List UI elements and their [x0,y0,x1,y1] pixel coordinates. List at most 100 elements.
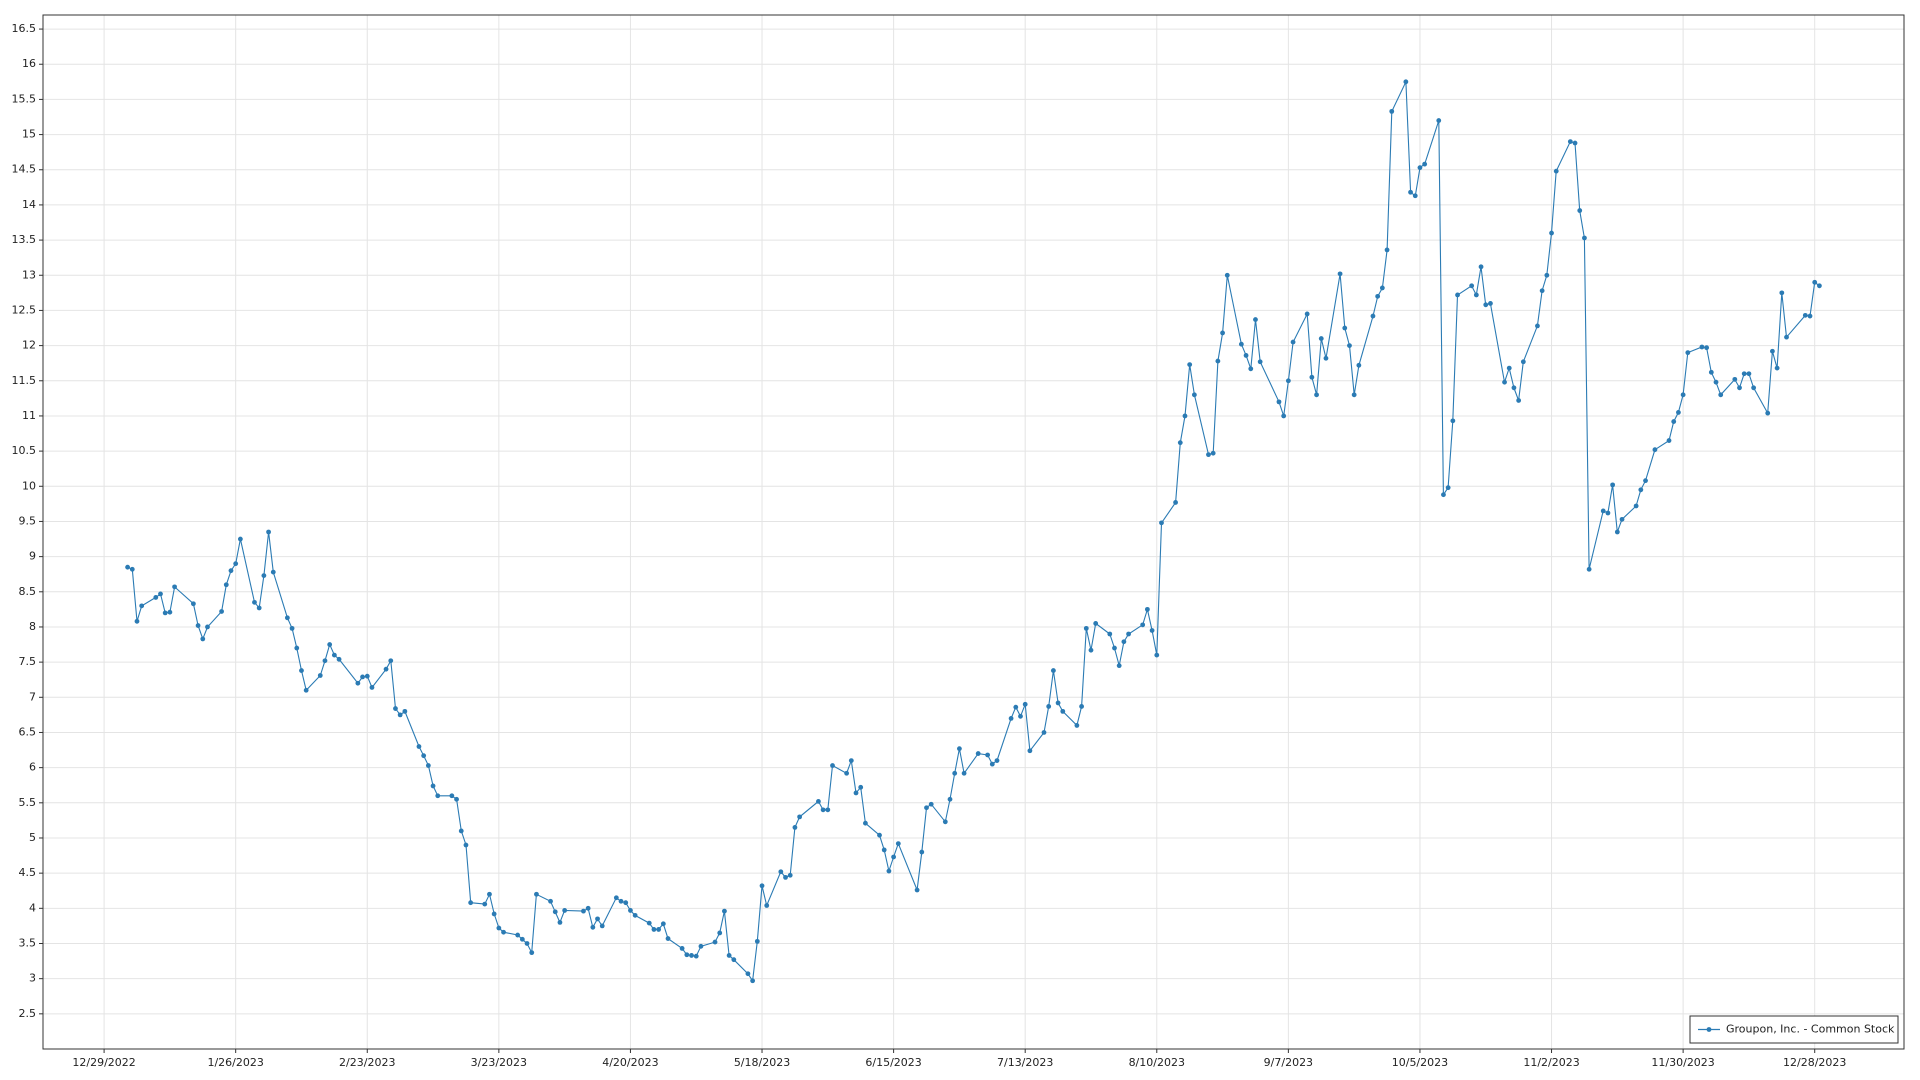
y-tick-label: 3 [29,972,36,985]
data-point [397,712,403,718]
data-point [1553,168,1559,174]
data-point [303,687,309,693]
data-point [1126,631,1131,637]
data-point [717,930,723,936]
data-point [1060,708,1066,714]
data-point [844,770,850,776]
data-point [1342,325,1348,331]
data-point [1177,440,1183,446]
data-point [1478,264,1484,270]
x-tick-label: 4/20/2023 [602,1056,658,1069]
data-point [449,793,455,799]
x-tick-label: 1/26/2023 [207,1056,263,1069]
data-point [1257,359,1263,365]
data-point [1605,510,1611,516]
data-point [195,623,201,628]
data-point [402,708,408,714]
data-point [1370,313,1376,319]
y-tick-label: 11.5 [12,374,37,387]
data-point [1224,272,1230,278]
data-point [693,953,699,959]
data-point [858,784,864,790]
data-point [665,936,671,941]
data-point [750,978,756,984]
data-point [1718,392,1724,398]
data-point [1154,652,1160,658]
data-point [1318,336,1324,341]
data-point [1779,290,1785,296]
data-point [237,536,243,542]
series-line [127,81,1820,983]
y-tick-label: 9.5 [19,514,37,527]
data-point [924,805,929,811]
data-point [877,832,882,838]
data-point [863,820,868,826]
data-point [632,912,638,918]
data-point [1520,359,1526,365]
data-point [294,645,300,651]
data-point [1582,235,1587,241]
data-point [754,938,760,944]
x-tick-label: 11/2/2023 [1523,1056,1579,1069]
x-tick-label: 5/18/2023 [734,1056,790,1069]
data-point [1676,410,1681,415]
data-point [928,801,934,807]
data-point [792,825,798,830]
y-tick-label: 8.5 [19,585,37,598]
data-point [1516,398,1522,403]
data-point [1337,271,1343,277]
data-point [1774,365,1780,371]
data-point [1314,392,1319,398]
data-point [599,923,605,929]
data-point [1210,450,1216,456]
data-point [1112,645,1117,651]
x-tick-label: 3/23/2023 [471,1056,527,1069]
data-point [1248,366,1254,372]
data-point [952,770,958,776]
data-point [496,925,502,931]
data-point [125,564,130,570]
data-point [989,761,995,767]
y-tick-label: 12.5 [12,303,37,316]
data-point [1412,193,1418,199]
data-point [336,656,342,662]
data-point [1253,317,1258,322]
data-point [590,924,596,930]
data-point [1018,713,1023,719]
data-point [975,751,981,756]
data-point [1619,516,1625,522]
data-point [679,946,685,951]
y-tick-label: 13 [22,268,36,281]
y-tick-label: 11 [22,409,36,422]
y-tick-label: 3.5 [19,936,37,949]
data-point [153,595,159,600]
data-point [660,921,666,927]
legend-label: Groupon, Inc. - Common Stock [1726,1023,1895,1036]
data-point [223,582,229,588]
data-point [270,569,276,575]
data-point [1379,285,1385,291]
data-point [787,872,793,878]
data-point [698,943,704,949]
data-point [1408,189,1413,195]
data-point [651,927,657,932]
y-tick-label: 5.5 [19,796,37,809]
data-point [816,799,821,804]
y-tick-label: 6 [29,761,36,774]
data-point [355,680,361,686]
legend-box [1689,1015,1899,1044]
data-point [1027,748,1033,754]
data-point [1347,343,1352,348]
data-point [1713,379,1719,385]
data-point [1643,478,1648,484]
data-point [1187,362,1193,367]
data-point [1572,140,1578,146]
y-tick-label: 13.5 [12,233,37,246]
data-point [1586,566,1592,572]
data-point [759,883,765,889]
data-point [1022,701,1028,707]
data-point [134,618,140,624]
y-tick-label: 7.5 [19,655,37,668]
data-point [487,891,492,897]
